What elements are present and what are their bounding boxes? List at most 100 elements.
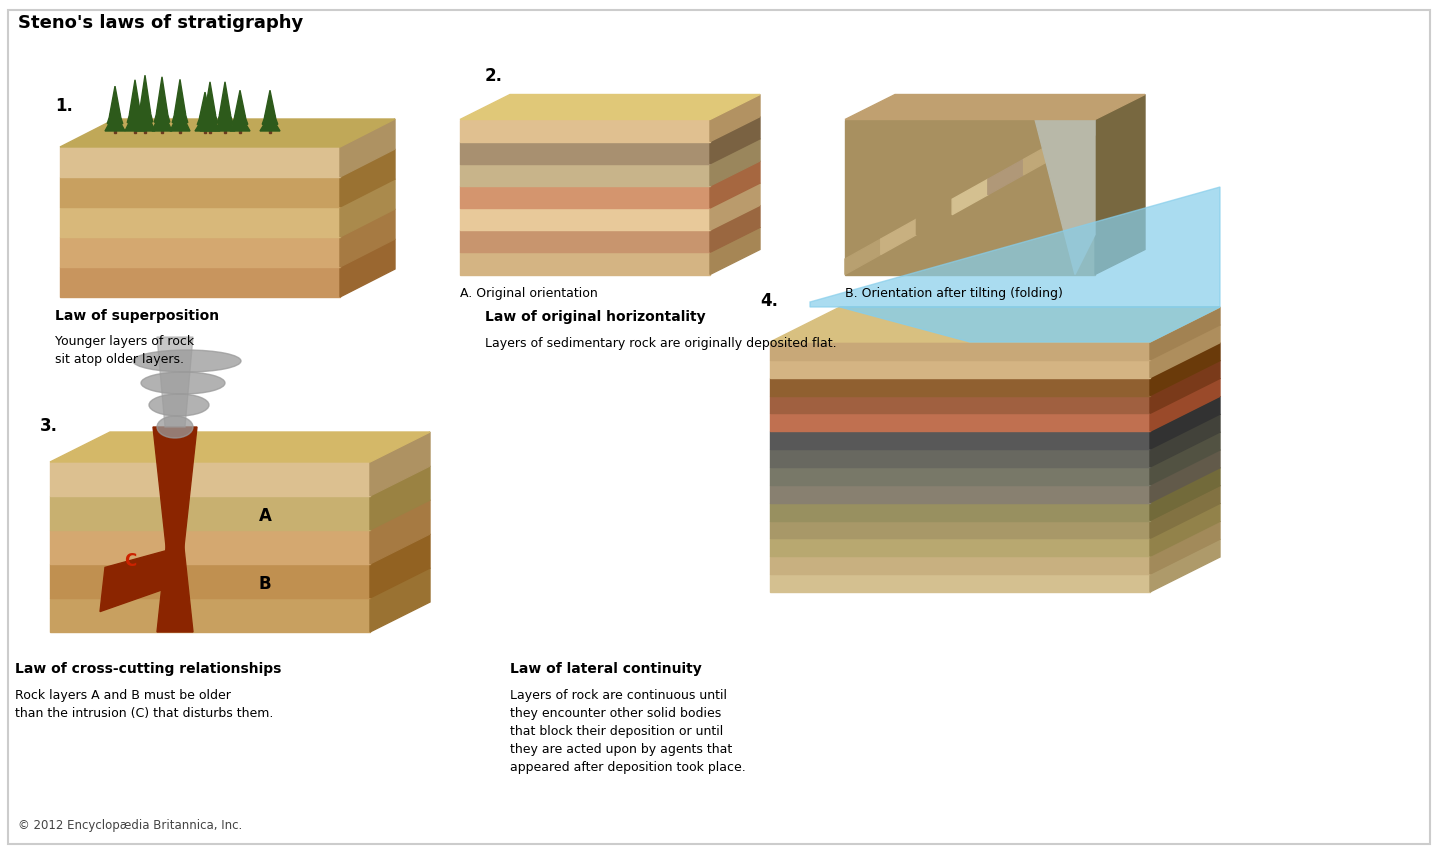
Polygon shape [235, 90, 246, 118]
Bar [50, 496, 370, 530]
Polygon shape [770, 307, 1220, 342]
Polygon shape [710, 95, 760, 141]
Polygon shape [1151, 378, 1220, 431]
Polygon shape [1151, 414, 1220, 467]
Text: A: A [259, 508, 271, 526]
Text: C: C [124, 551, 137, 570]
Text: B. Orientation after tilting (folding): B. Orientation after tilting (folding) [845, 286, 1063, 300]
Bar [770, 503, 1151, 521]
Bar [209, 127, 212, 133]
Bar [239, 127, 242, 133]
Bar [845, 119, 1094, 274]
Bar [770, 342, 1151, 360]
Polygon shape [1151, 468, 1220, 521]
Polygon shape [127, 95, 143, 123]
Bar [60, 147, 340, 177]
Bar [459, 186, 710, 208]
Polygon shape [50, 432, 431, 462]
Polygon shape [370, 568, 431, 632]
Text: Steno's laws of stratigraphy: Steno's laws of stratigraphy [17, 14, 304, 32]
Polygon shape [340, 149, 395, 207]
Text: Younger layers of rock
sit atop older layers.: Younger layers of rock sit atop older la… [55, 335, 194, 366]
Bar [770, 360, 1151, 377]
Polygon shape [340, 179, 395, 237]
Polygon shape [157, 337, 193, 427]
Polygon shape [173, 95, 187, 123]
Polygon shape [370, 500, 431, 564]
Polygon shape [153, 427, 197, 556]
Polygon shape [197, 104, 213, 124]
Bar [50, 598, 370, 632]
Bar [459, 252, 710, 274]
Bar [114, 127, 117, 133]
Bar [50, 530, 370, 564]
Polygon shape [137, 92, 153, 122]
Bar [179, 127, 181, 133]
Ellipse shape [148, 394, 209, 416]
Text: 2.: 2. [485, 67, 503, 85]
Text: 4.: 4. [760, 292, 778, 310]
Polygon shape [1151, 504, 1220, 556]
Text: Layers of rock are continuous until
they encounter other solid bodies
that block: Layers of rock are continuous until they… [510, 689, 746, 774]
Polygon shape [340, 119, 395, 177]
Text: A. Original orientation: A. Original orientation [459, 286, 598, 300]
Bar [770, 431, 1151, 449]
Bar [161, 127, 163, 133]
Polygon shape [230, 114, 251, 131]
Polygon shape [370, 432, 431, 496]
Bar [459, 208, 710, 230]
Polygon shape [809, 187, 1220, 307]
Polygon shape [1151, 307, 1220, 360]
Polygon shape [840, 307, 1220, 342]
Polygon shape [135, 108, 156, 131]
Polygon shape [153, 109, 171, 131]
Polygon shape [194, 115, 215, 131]
Polygon shape [105, 112, 125, 131]
Polygon shape [202, 96, 217, 123]
Polygon shape [140, 75, 151, 112]
Polygon shape [1151, 521, 1220, 574]
Polygon shape [265, 90, 275, 118]
Ellipse shape [141, 372, 225, 394]
Polygon shape [845, 95, 1145, 119]
Polygon shape [459, 95, 760, 119]
Polygon shape [1151, 396, 1220, 449]
Polygon shape [881, 219, 916, 255]
Bar [60, 237, 340, 267]
Polygon shape [174, 79, 186, 114]
Bar [134, 127, 137, 133]
Polygon shape [262, 102, 278, 124]
Bar [459, 119, 710, 141]
Bar [144, 127, 147, 133]
Polygon shape [217, 96, 233, 123]
Bar [770, 395, 1151, 413]
Bar [223, 127, 226, 133]
Text: 1.: 1. [55, 97, 73, 115]
Polygon shape [710, 117, 760, 164]
Bar [50, 462, 370, 496]
Text: B: B [259, 575, 271, 593]
Polygon shape [215, 111, 235, 131]
Polygon shape [845, 239, 881, 274]
Polygon shape [1151, 539, 1220, 592]
Polygon shape [125, 110, 145, 131]
Polygon shape [60, 119, 395, 147]
Polygon shape [219, 82, 230, 115]
Polygon shape [157, 77, 167, 113]
Bar [770, 538, 1151, 556]
Polygon shape [340, 239, 395, 297]
Polygon shape [370, 534, 431, 598]
Polygon shape [1151, 343, 1220, 395]
Polygon shape [1151, 450, 1220, 503]
Ellipse shape [157, 416, 193, 438]
Polygon shape [1151, 486, 1220, 538]
Text: © 2012 Encyclopædia Britannica, Inc.: © 2012 Encyclopædia Britannica, Inc. [17, 819, 242, 832]
Bar [770, 449, 1151, 467]
Polygon shape [710, 227, 760, 274]
Text: Law of cross-cutting relationships: Law of cross-cutting relationships [14, 662, 281, 676]
Polygon shape [261, 114, 279, 131]
Polygon shape [107, 100, 122, 124]
Polygon shape [710, 139, 760, 186]
Polygon shape [1151, 360, 1220, 413]
Bar [770, 521, 1151, 538]
